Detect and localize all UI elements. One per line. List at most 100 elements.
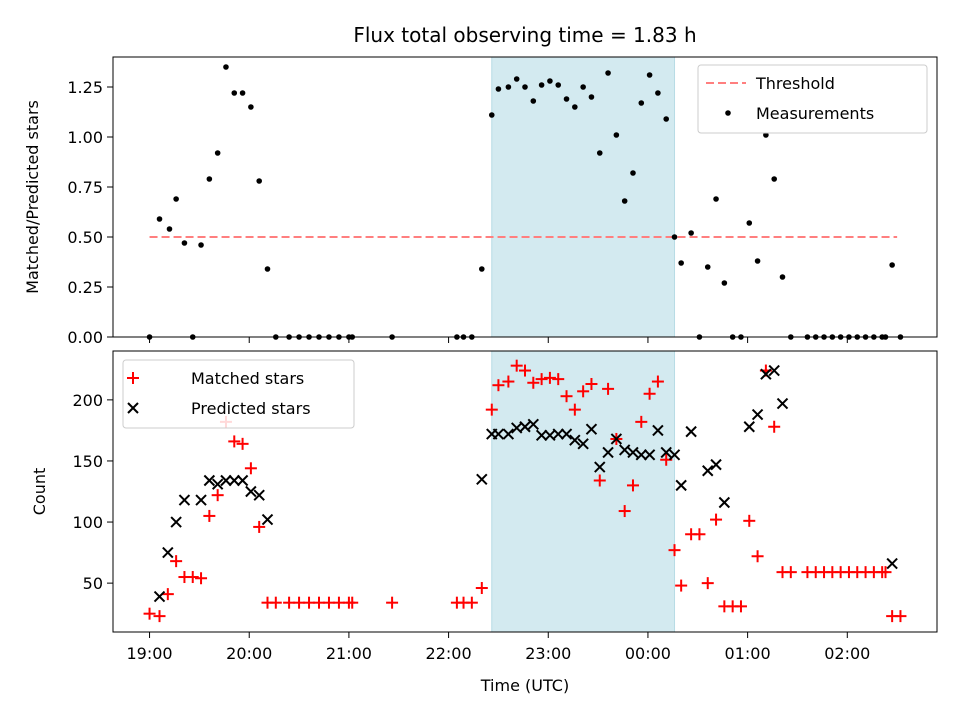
predicted-star-point (245, 485, 257, 498)
predicted-star-point (552, 428, 564, 440)
legend-box (697, 64, 928, 134)
matched-star-point (568, 403, 581, 416)
measurement-point (779, 274, 786, 280)
matched-star-point (643, 387, 656, 400)
x-tick-label: 02:00 (824, 644, 870, 663)
matched-star-point (668, 544, 681, 557)
predicted-star-point (535, 429, 548, 442)
legend-marker (725, 110, 731, 116)
predicted-star-point (751, 408, 764, 421)
matched-star-point (510, 359, 523, 372)
matched-star-point (894, 610, 907, 623)
predicted-star-point (170, 516, 182, 528)
matched-star-point (195, 572, 208, 585)
matched-star-point (535, 373, 548, 386)
predicted-star-point (710, 458, 722, 471)
measurement-point (181, 240, 188, 246)
measurement-point (655, 90, 661, 96)
measurement-point (580, 84, 586, 90)
matched-star-point (585, 377, 598, 390)
counts-axes-frame (112, 350, 938, 633)
measurement-point (605, 70, 611, 76)
counts-y-tick-label: 150 (72, 452, 103, 471)
x-tick-label: 20:00 (226, 644, 272, 663)
measurement-point (513, 76, 520, 82)
matched-star-point (626, 479, 639, 492)
x-tick-label: 23:00 (525, 644, 571, 663)
ratio-legend: Threshold Measurements (697, 64, 928, 134)
matched-star-point (618, 505, 631, 518)
ratio-y-axis: 0.00 0.25 0.50 0.75 1.00 1.25 (67, 78, 113, 347)
predicted-star-point (527, 418, 540, 431)
predicted-star-point (635, 449, 647, 461)
x-tick-label: 01:00 (725, 644, 771, 663)
x-tick-label: 21:00 (326, 644, 372, 663)
measurement-point (771, 176, 777, 182)
measurement-point (206, 176, 213, 182)
matched-star-point (253, 520, 266, 533)
matched-star-point (675, 579, 688, 592)
measurement-point (638, 100, 645, 106)
counts-y-tick-label: 100 (72, 513, 103, 532)
matched-star-point (465, 596, 478, 609)
predicted-star-point (585, 423, 598, 435)
matched-star-point (552, 373, 565, 386)
legend-box (122, 359, 355, 429)
predicted-star-point (675, 479, 687, 492)
measurement-point (248, 104, 254, 110)
predicted-star-point (492, 428, 505, 440)
counts-x-axis: 19:00 20:00 21:00 22:00 23:00 00:00 01:00 02:00 (126, 632, 870, 663)
matched-star-point (153, 610, 166, 623)
measurement-point (264, 266, 271, 272)
predicted-star-point (886, 557, 898, 570)
measurement-point (613, 132, 620, 138)
predicted-star-point (702, 465, 714, 477)
matched-star-point (527, 376, 540, 389)
predicted-star-point (776, 397, 789, 410)
matched-star-point (236, 437, 249, 450)
measurement-point (522, 84, 528, 90)
chart-title: Flux total observing time = 1.83 h (353, 23, 696, 47)
measurement-point (630, 170, 636, 176)
measurement-point (538, 82, 545, 88)
matched-star-point (485, 403, 498, 416)
matched-star-point (170, 555, 183, 568)
measurement-point (663, 116, 670, 122)
x-tick-label: 00:00 (625, 644, 671, 663)
matched-star-point (228, 435, 241, 448)
ratio-y-tick-label: 0.50 (67, 228, 103, 247)
measurement-point (214, 150, 221, 156)
matched-star-point (602, 382, 615, 395)
measurement-point (678, 260, 684, 266)
predicted-star-point (768, 364, 780, 377)
measurement-point (198, 242, 204, 248)
matched-star-point (211, 489, 224, 502)
predicted-star-point (261, 513, 274, 526)
measurement-point (156, 216, 163, 222)
measurement-point (746, 220, 753, 226)
predicted-star-point (236, 474, 249, 487)
measurement-point (596, 150, 603, 156)
ratio-y-tick-label: 0.75 (67, 178, 103, 197)
counts-series-layer (143, 359, 907, 623)
panel-counts: 50 100 150 200 19:00 20:00 21:00 22:00 23:00 00:… (30, 350, 938, 695)
predicted-star-point (643, 449, 656, 461)
x-tick-label: 19:00 (126, 644, 172, 663)
measurement-point (763, 132, 769, 138)
predicted-star-point (502, 428, 515, 440)
ratio-y-axis-label: Matched/Predicted stars (23, 100, 42, 294)
ratio-y-tick-label: 1.00 (67, 128, 103, 147)
measurement-point (231, 90, 238, 96)
predicted-star-point (203, 474, 216, 487)
measurement-point (713, 196, 719, 202)
measurement-point (688, 230, 694, 236)
matched-star-point (519, 364, 531, 377)
measurement-point (555, 82, 562, 88)
predicted-star-point (519, 421, 531, 433)
matched-star-point (143, 607, 156, 620)
matched-star-point (543, 371, 556, 384)
counts-y-axis: 50 100 150 200 (72, 391, 113, 593)
measurement-point (166, 226, 173, 232)
measurement-point (547, 78, 553, 84)
